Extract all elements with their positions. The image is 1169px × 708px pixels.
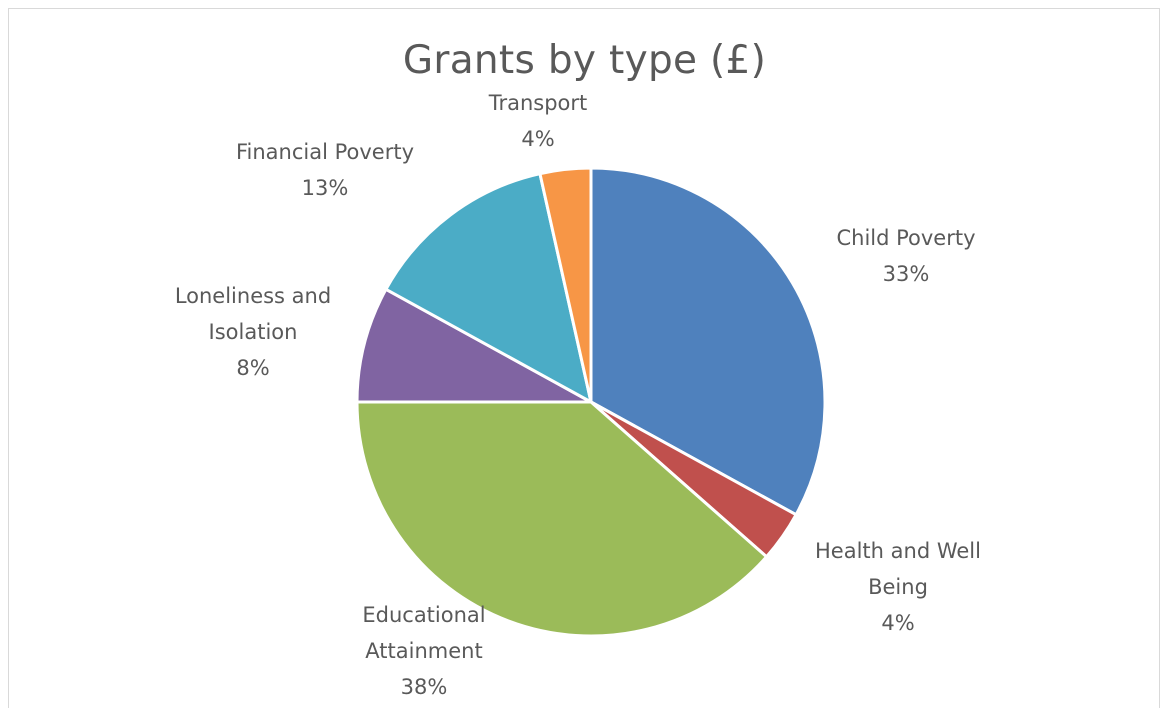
- data-label-educational-attainment: Educational Attainment 38%: [362, 603, 485, 699]
- pie-slice-loneliness-and-isolation: [355, 287, 593, 404]
- data-label-percent: 4%: [881, 611, 914, 635]
- data-label-health-and-well-being: Health and Well Being 4%: [815, 539, 981, 635]
- data-label-loneliness-and-isolation: Loneliness and Isolation 8%: [175, 284, 331, 380]
- pie-slice-financial-poverty: [384, 172, 593, 404]
- data-label-category: Isolation: [209, 320, 298, 344]
- data-label-percent: 4%: [521, 127, 554, 151]
- pie-slice-child-poverty: [589, 166, 827, 517]
- data-label-category: Attainment: [365, 639, 482, 663]
- data-label-category: Educational: [362, 603, 485, 627]
- data-label-category: Financial Poverty: [236, 140, 414, 164]
- chart-title: Grants by type (£): [402, 38, 767, 83]
- pie-slice-transport: [538, 166, 593, 404]
- data-label-category: Being: [868, 575, 928, 599]
- data-label-financial-poverty: Financial Poverty 13%: [236, 140, 414, 200]
- data-label-child-poverty: Child Poverty 33%: [836, 226, 975, 286]
- data-label-percent: 13%: [302, 176, 349, 200]
- data-label-percent: 38%: [401, 675, 448, 699]
- pie-slice-educational-attainment: [355, 400, 769, 638]
- data-label-percent: 33%: [883, 262, 930, 286]
- data-label-transport: Transport 4%: [488, 91, 588, 151]
- data-label-percent: 8%: [236, 356, 269, 380]
- data-label-category: Child Poverty: [836, 226, 975, 250]
- pie-slices: [355, 166, 827, 638]
- data-label-category: Transport: [488, 91, 588, 115]
- pie-data-labels: Child Poverty 33% Health and Well Being 4% Ed…: [175, 91, 981, 699]
- data-label-category: Health and Well: [815, 539, 981, 563]
- data-label-category: Loneliness and: [175, 284, 331, 308]
